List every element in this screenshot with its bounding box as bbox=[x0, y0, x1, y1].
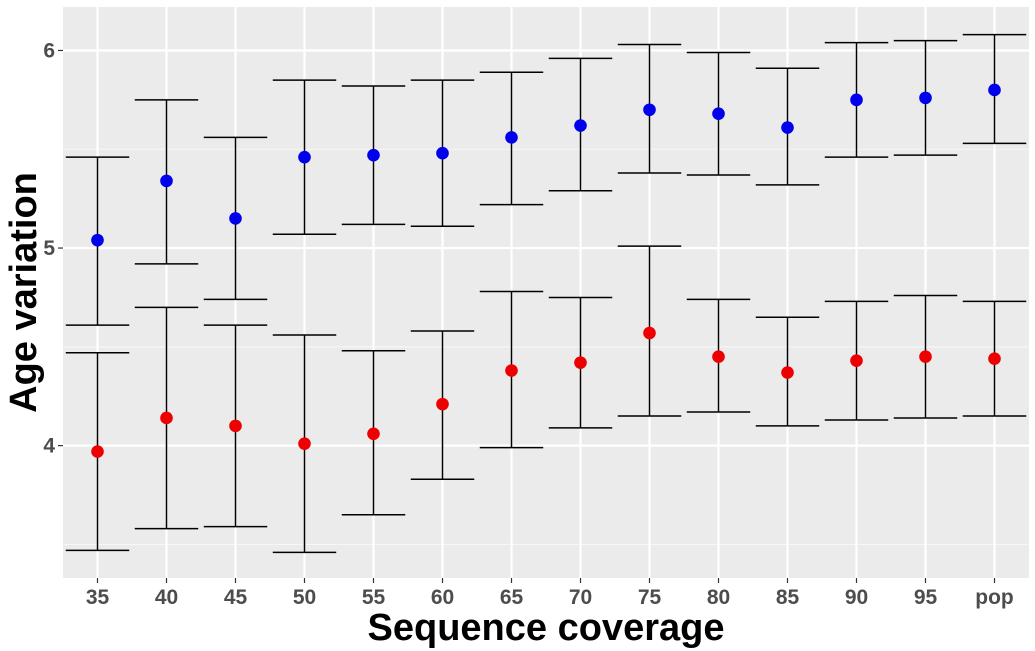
data-point bbox=[574, 356, 587, 369]
grid-minor bbox=[63, 148, 1029, 545]
x-tick-label: 50 bbox=[293, 586, 316, 609]
y-axis-title: Age variation bbox=[3, 172, 45, 413]
data-point bbox=[919, 91, 932, 105]
data-point bbox=[229, 212, 242, 225]
data-point bbox=[367, 427, 380, 441]
data-point bbox=[160, 411, 173, 425]
data-point bbox=[712, 350, 725, 364]
data-point bbox=[160, 174, 173, 188]
x-tick-label: 90 bbox=[845, 586, 868, 609]
data-point bbox=[850, 93, 863, 107]
x-tick-label: 45 bbox=[224, 586, 248, 609]
y-tick-label: 6 bbox=[43, 39, 55, 62]
x-ticks: 35 40 45 50 55 60 65 70 75 80 85 90 95 pop bbox=[86, 578, 1014, 609]
data-point bbox=[367, 148, 380, 162]
data-point bbox=[91, 445, 104, 458]
data-point bbox=[436, 397, 449, 411]
x-tick-label: pop bbox=[975, 586, 1013, 609]
y-ticks: 4 5 6 bbox=[43, 39, 63, 458]
data-point bbox=[574, 119, 587, 132]
x-tick-label: 35 bbox=[86, 586, 110, 609]
data-point bbox=[229, 419, 242, 433]
x-tick-label: 60 bbox=[431, 586, 454, 609]
y-tick-label: 4 bbox=[43, 435, 55, 458]
data-point bbox=[850, 354, 863, 367]
data-point bbox=[91, 233, 104, 247]
plot-panel bbox=[63, 7, 1029, 578]
y-tick-label: 5 bbox=[43, 237, 55, 260]
data-point bbox=[298, 150, 311, 164]
data-point bbox=[781, 121, 794, 134]
x-tick-label: 40 bbox=[155, 586, 178, 609]
x-tick-label: 65 bbox=[500, 586, 524, 609]
data-point bbox=[505, 364, 518, 377]
data-point bbox=[712, 107, 725, 120]
x-tick-label: 75 bbox=[638, 586, 662, 609]
data-point bbox=[781, 366, 794, 379]
data-point bbox=[298, 437, 311, 450]
x-tick-label: 70 bbox=[569, 586, 592, 609]
data-point bbox=[643, 326, 656, 340]
x-tick-label: 85 bbox=[776, 586, 800, 609]
data-point bbox=[505, 131, 518, 144]
data-point bbox=[919, 350, 932, 364]
data-point bbox=[643, 103, 656, 117]
data-point bbox=[436, 146, 449, 160]
x-axis-title: Sequence coverage bbox=[368, 607, 725, 649]
x-tick-label: 80 bbox=[707, 586, 730, 609]
data-point bbox=[988, 352, 1001, 365]
x-tick-label: 55 bbox=[362, 586, 386, 609]
x-tick-label: 95 bbox=[914, 586, 938, 609]
data-points bbox=[91, 83, 1001, 458]
data-point bbox=[988, 83, 1001, 97]
